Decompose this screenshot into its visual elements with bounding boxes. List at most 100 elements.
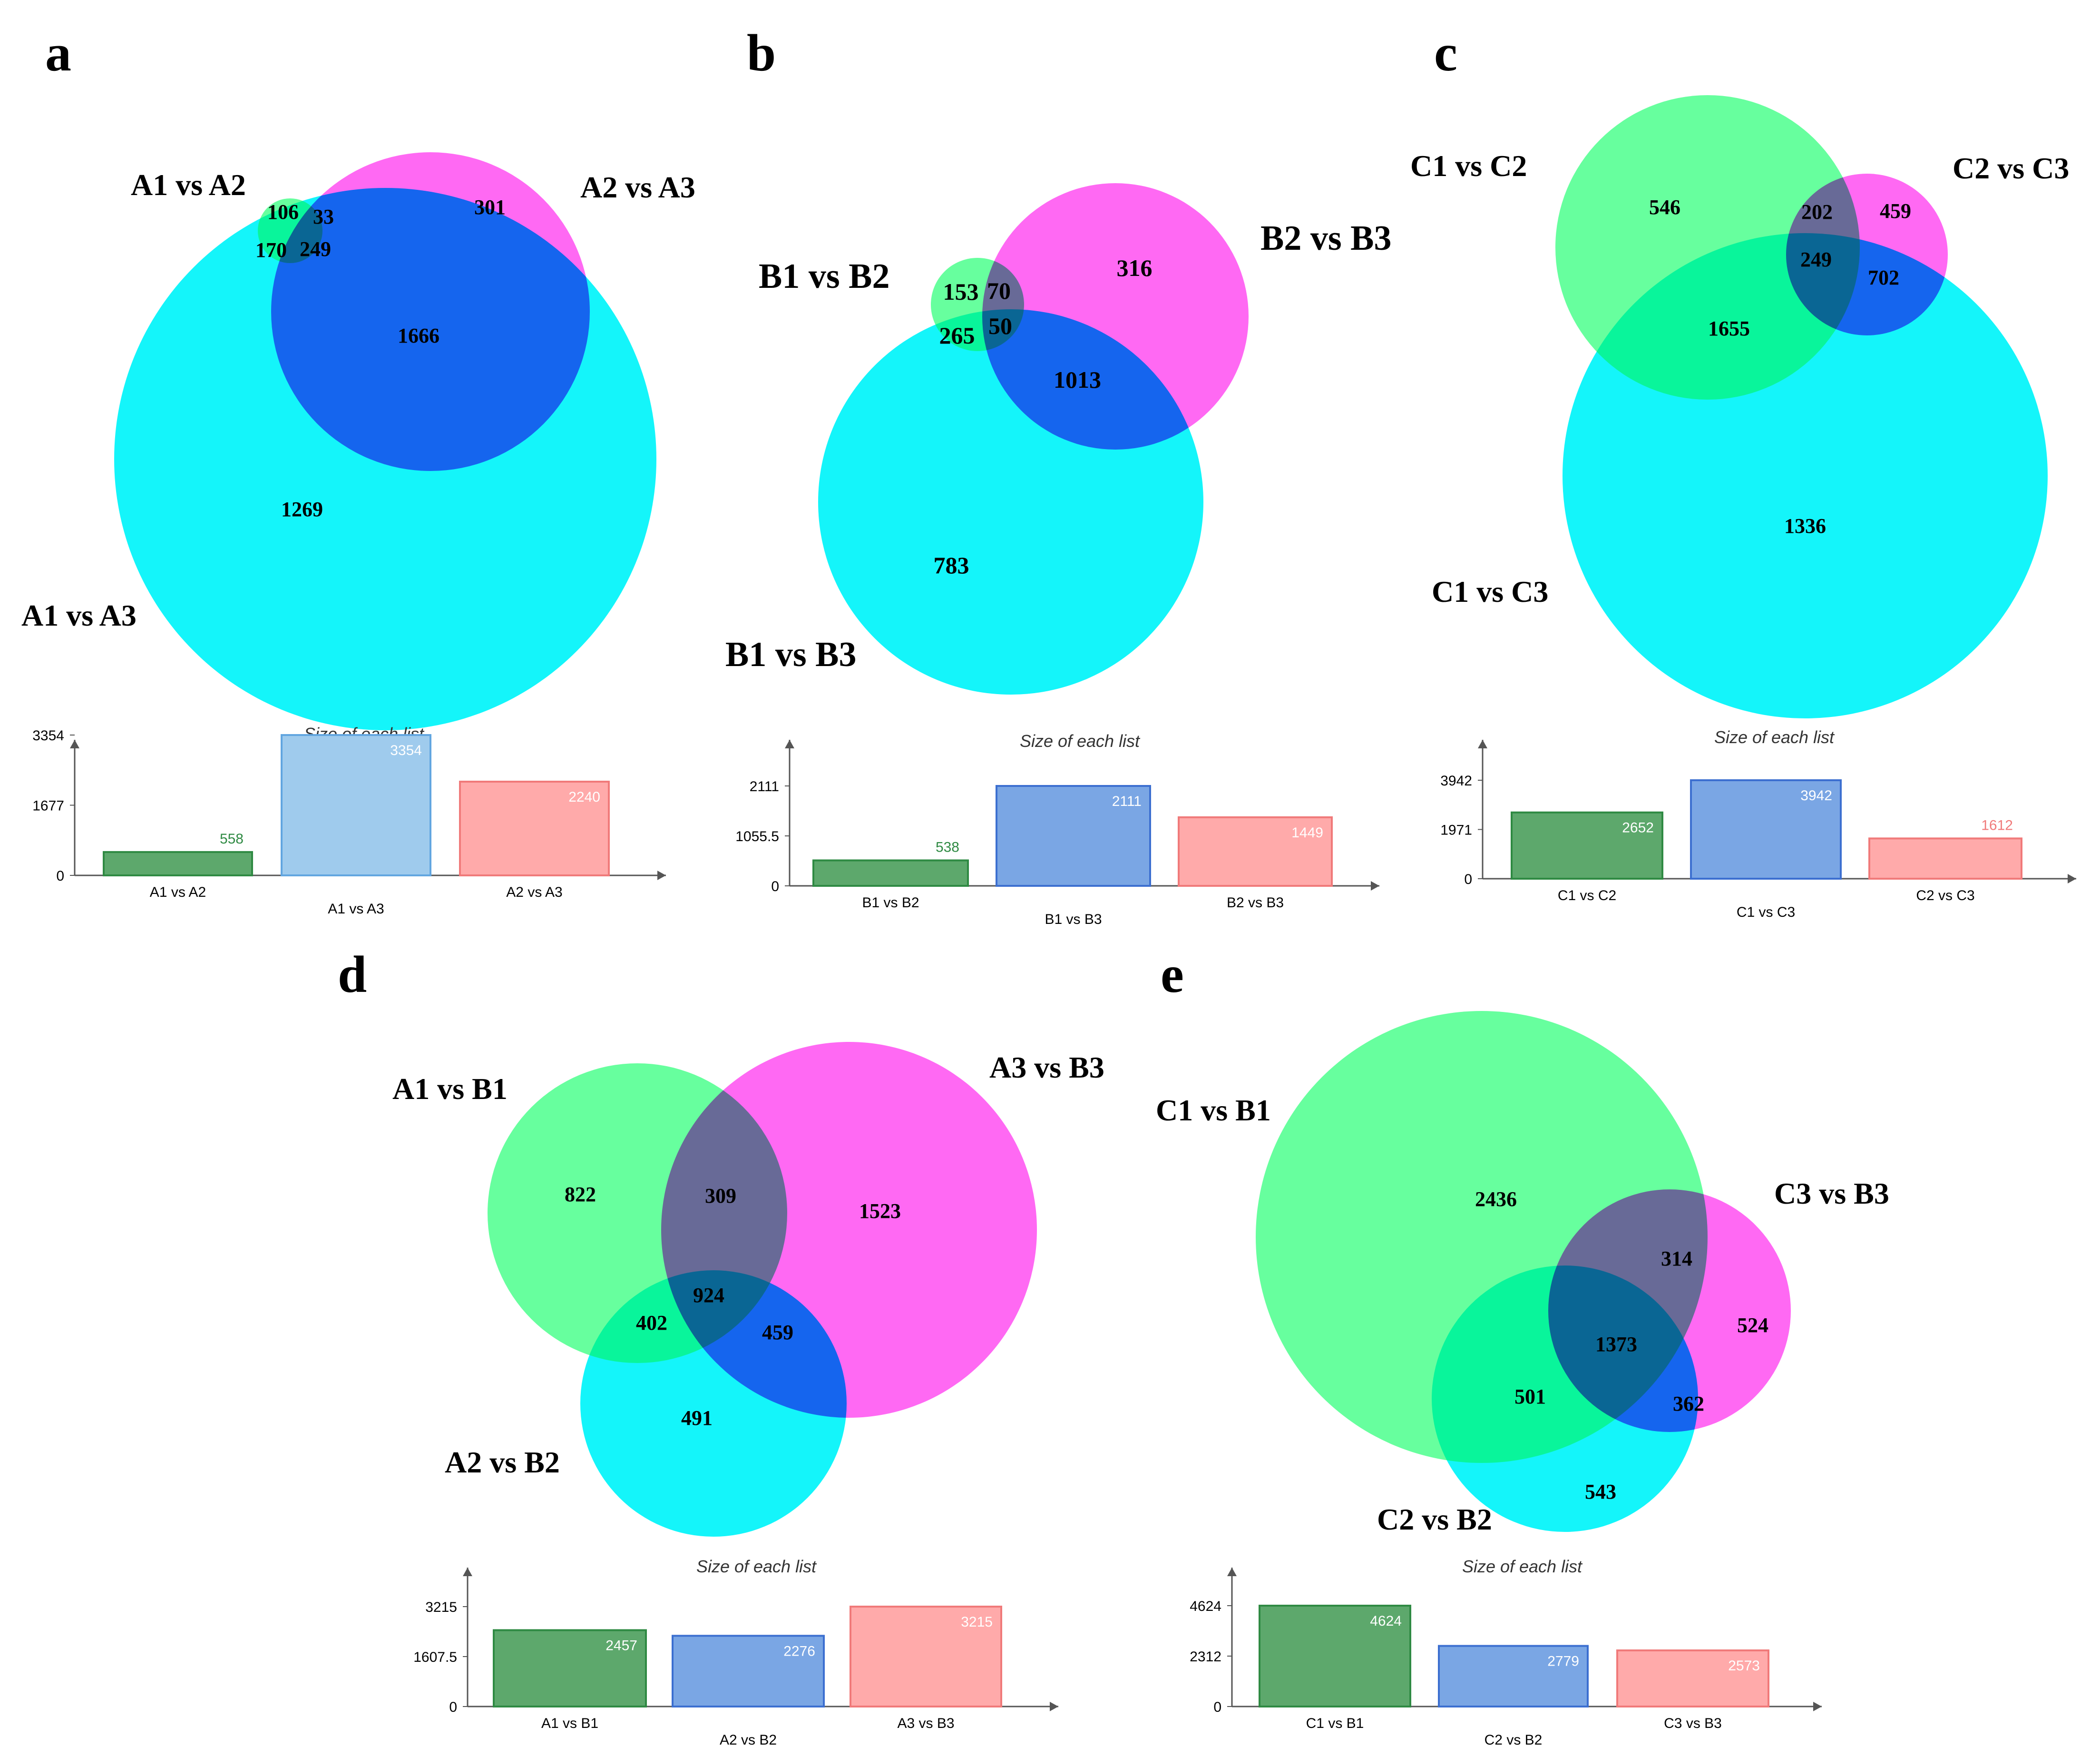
panel-label: c xyxy=(1434,24,1457,82)
bar-value-label: 2779 xyxy=(1547,1654,1579,1669)
venn-c xyxy=(1555,95,2048,718)
bar xyxy=(1616,1649,1769,1707)
region-value: 1373 xyxy=(1595,1333,1637,1356)
region-value: 314 xyxy=(1661,1247,1692,1270)
region-value: 362 xyxy=(1673,1392,1704,1415)
region-value: 249 xyxy=(1800,248,1832,271)
bar xyxy=(1868,837,2022,880)
set-label: A1 vs B1 xyxy=(392,1072,508,1106)
bar-category-label: A3 vs B3 xyxy=(897,1716,954,1731)
y-tick-label: 1607.5 xyxy=(413,1649,457,1665)
set-label: C3 vs B3 xyxy=(1774,1177,1889,1210)
region-value: 459 xyxy=(1880,199,1911,223)
x-axis-arrow xyxy=(2068,874,2076,883)
set-label: A1 vs A2 xyxy=(131,168,246,202)
bar-chart-title: Size of each list xyxy=(1020,731,1141,751)
venn-circle-3 xyxy=(1786,174,1948,335)
set-label: A3 vs B3 xyxy=(989,1050,1104,1084)
bar-category-label: C2 vs C3 xyxy=(1916,888,1974,903)
region-value: 70 xyxy=(987,277,1011,304)
y-tick-label: 0 xyxy=(449,1699,457,1715)
venn-circle-3 xyxy=(271,152,590,471)
bar xyxy=(672,1635,825,1708)
region-value: 546 xyxy=(1649,196,1680,219)
region-value: 924 xyxy=(693,1284,724,1307)
bar-category-label: B1 vs B3 xyxy=(1045,912,1102,927)
bar-category-label: A1 vs A3 xyxy=(328,901,384,917)
bar-value-label: 2457 xyxy=(606,1638,637,1654)
set-label: A2 vs B2 xyxy=(445,1445,560,1479)
bar-value-label: 3354 xyxy=(390,743,422,758)
y-tick-label: 0 xyxy=(1213,1699,1221,1715)
panel-c: c C1 vs C2 C1 vs C3 C2 vs C3 546 202 459 249 702… xyxy=(1410,24,2069,608)
venn-b xyxy=(818,183,1249,695)
region-value: 153 xyxy=(943,278,979,305)
bar-value-label: 1449 xyxy=(1291,825,1323,841)
bar-value-label: 2276 xyxy=(783,1643,815,1659)
y-tick-label: 1971 xyxy=(1440,823,1472,838)
y-tick-label: 1677 xyxy=(32,798,64,814)
y-tick-label: 0 xyxy=(771,879,779,894)
set-label: C2 vs C3 xyxy=(1953,151,2069,185)
bar xyxy=(1259,1605,1411,1707)
bar-category-label: C2 vs B2 xyxy=(1485,1732,1543,1748)
region-value: 1269 xyxy=(281,498,323,521)
panel-a: a A1 vs A2 A1 vs A3 A2 vs A3 106 33 170 249 301 1… xyxy=(21,24,695,632)
region-value: 33 xyxy=(313,205,334,228)
venn-a xyxy=(114,152,656,730)
panel-b: b B1 vs B2 B1 vs B3 B2 vs B3 153 70 265 50 316 10… xyxy=(725,24,1392,674)
y-tick-label: 3942 xyxy=(1440,773,1472,789)
bar xyxy=(996,785,1151,887)
set-label: A1 vs A3 xyxy=(21,598,137,632)
region-value: 170 xyxy=(255,238,287,262)
y-tick-label: 3354 xyxy=(32,728,64,744)
region-value: 1666 xyxy=(398,324,440,347)
bar-value-label: 4624 xyxy=(1370,1613,1402,1629)
y-tick-label: 2111 xyxy=(750,779,779,795)
venn-circle-2 xyxy=(1563,233,2048,718)
region-value: 265 xyxy=(939,322,975,349)
bar-category-label: B2 vs B3 xyxy=(1227,895,1284,911)
region-value: 1523 xyxy=(859,1199,901,1223)
region-value: 301 xyxy=(474,196,506,219)
x-axis-arrow xyxy=(1371,881,1379,891)
set-label: C1 vs C3 xyxy=(1432,575,1548,608)
region-value: 50 xyxy=(988,313,1012,339)
bar-category-label: B1 vs B2 xyxy=(862,895,919,911)
y-axis-arrow xyxy=(70,740,79,748)
panel-label: a xyxy=(45,24,71,82)
bar-value-label: 2573 xyxy=(1728,1658,1760,1674)
bar-chart-b: Size of each list 0 1055.5 2111 538 B1 vs B2 2… xyxy=(735,731,1379,927)
bar-chart-title: Size of each list xyxy=(696,1557,817,1576)
x-axis-arrow xyxy=(657,871,666,880)
bar-category-label: A2 vs B2 xyxy=(720,1732,777,1748)
bar-chart-title: Size of each list xyxy=(1462,1557,1583,1576)
bar xyxy=(493,1629,647,1708)
region-value: 459 xyxy=(762,1321,793,1344)
panel-label: e xyxy=(1161,945,1184,1003)
region-value: 501 xyxy=(1514,1385,1546,1408)
y-axis-arrow xyxy=(463,1568,472,1576)
bar-category-label: A1 vs A2 xyxy=(150,884,206,900)
bar-category-label: C1 vs C2 xyxy=(1558,888,1616,903)
bar-chart-c: Size of each list 0 1971 3942 2652 C1 vs C2 39… xyxy=(1440,727,2076,920)
y-tick-label: 0 xyxy=(1464,872,1472,887)
y-tick-label: 1055.5 xyxy=(735,829,779,844)
set-label: C2 vs B2 xyxy=(1377,1502,1492,1536)
set-label: C1 vs B1 xyxy=(1156,1093,1271,1127)
region-value: 491 xyxy=(681,1406,713,1430)
bar-chart-title: Size of each list xyxy=(1714,727,1835,747)
bar xyxy=(1178,816,1333,887)
bar-category-label: A2 vs A3 xyxy=(506,884,562,900)
region-value: 2436 xyxy=(1475,1187,1517,1211)
region-value: 1013 xyxy=(1054,366,1101,393)
bar-value-label: 2240 xyxy=(568,789,600,805)
y-axis-arrow xyxy=(1227,1568,1237,1576)
region-value: 702 xyxy=(1868,266,1899,289)
region-value: 524 xyxy=(1737,1314,1768,1337)
region-value: 543 xyxy=(1585,1480,1616,1503)
bar xyxy=(850,1606,1002,1707)
y-tick-label: 3215 xyxy=(425,1599,457,1615)
bar xyxy=(1690,779,1842,880)
region-value: 316 xyxy=(1117,255,1153,281)
